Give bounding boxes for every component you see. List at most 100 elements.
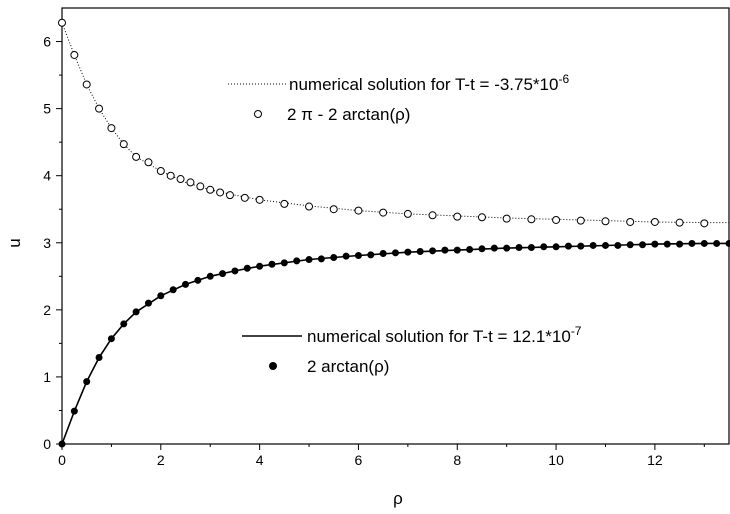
y-tick-label: 4: [43, 168, 51, 184]
filled-data-point: [639, 241, 647, 249]
filled-data-point: [70, 407, 78, 415]
open-data-point: [255, 195, 264, 204]
y-tick-label: 2: [43, 302, 51, 318]
filled-data-point: [626, 241, 634, 249]
legend-solid-line-label-exponent: -7: [571, 324, 582, 338]
open-data-point: [527, 215, 536, 224]
x-tick-label: 6: [355, 452, 363, 468]
filled-data-point: [169, 286, 177, 294]
x-axis-title: ρ: [393, 489, 403, 508]
filled-data-point: [601, 241, 609, 249]
open-data-point: [196, 182, 205, 191]
filled-data-point: [589, 241, 597, 249]
open-data-point: [700, 219, 709, 228]
open-data-point: [305, 202, 314, 211]
filled-data-point: [540, 243, 548, 251]
y-tick-label: 6: [43, 34, 51, 50]
filled-data-point: [700, 239, 708, 247]
open-data-point: [240, 193, 249, 202]
filled-data-point: [231, 267, 239, 275]
open-data-point: [280, 199, 289, 208]
open-data-point: [186, 178, 195, 187]
legend-upper: numerical solution for T-t = -3.75*10-6 …: [228, 72, 569, 124]
filled-data-point: [219, 270, 227, 278]
filled-data-point: [107, 335, 115, 343]
y-axis-title: u: [5, 238, 24, 247]
open-data-point: [502, 214, 511, 223]
filled-data-point: [441, 246, 449, 254]
filled-data-point: [194, 276, 202, 284]
open-data-point: [552, 215, 561, 224]
filled-data-point: [688, 239, 696, 247]
filled-data-point: [379, 250, 387, 258]
open-data-point: [601, 217, 610, 226]
axes: [61, 7, 730, 445]
series-2: [58, 18, 709, 228]
open-data-point: [675, 218, 684, 227]
filled-data-point: [490, 244, 498, 252]
filled-data-point: [243, 264, 251, 272]
open-data-point: [477, 213, 486, 222]
filled-data-point: [713, 239, 721, 247]
open-data-point: [225, 191, 234, 200]
legend-dotted-line-label: numerical solution for T-t = -3.75*10-6: [289, 72, 569, 94]
x-tick-label: 10: [548, 452, 564, 468]
open-data-point: [132, 152, 141, 161]
y-tick-label: 3: [43, 235, 51, 251]
filled-data-point: [330, 254, 338, 262]
filled-data-point: [280, 259, 288, 267]
open-data-point: [216, 188, 225, 197]
open-data-point: [650, 217, 659, 226]
open-data-point: [58, 18, 66, 27]
x-tick-label: 0: [58, 452, 66, 468]
open-data-point: [576, 216, 585, 225]
filled-data-point: [676, 240, 684, 248]
filled-data-point: [354, 252, 362, 260]
open-data-point: [144, 158, 153, 167]
filled-data-point: [725, 239, 730, 247]
filled-data-point: [120, 320, 128, 328]
legend-lower: numerical solution for T-t = 12.1*10-7 2…: [242, 324, 582, 376]
filled-data-point: [342, 252, 350, 260]
open-data-point: [403, 209, 412, 218]
legend-filled-circle-marker: [269, 362, 277, 370]
filled-data-point: [564, 242, 572, 250]
legend-dotted-line-label-text: numerical solution for T-t = -3.75*10: [289, 75, 558, 94]
filled-data-point: [527, 243, 535, 251]
open-data-point: [95, 104, 104, 113]
open-data-point: [82, 80, 91, 89]
x-tick-label: 8: [453, 452, 461, 468]
open-data-point: [329, 205, 338, 214]
filled-data-point: [95, 353, 103, 361]
filled-data-point: [367, 251, 375, 259]
open-data-point: [354, 206, 363, 215]
filled-data-point: [429, 247, 437, 255]
legend-open-circle-marker: [254, 110, 262, 118]
filled-data-point: [182, 280, 190, 288]
open-data-point: [107, 124, 116, 133]
filled-data-point: [552, 243, 560, 251]
y-tick-label: 5: [43, 101, 51, 117]
open-data-point: [156, 166, 165, 175]
x-tick-label: 4: [256, 452, 264, 468]
open-data-point: [428, 211, 437, 220]
filled-data-point: [503, 244, 511, 252]
open-data-point: [453, 212, 462, 221]
open-data-point: [176, 175, 185, 184]
series-4: [58, 239, 730, 448]
open-data-point: [379, 208, 388, 217]
filled-data-point: [58, 440, 66, 448]
filled-data-point: [305, 256, 313, 264]
series-layer: [58, 18, 730, 448]
filled-data-point: [453, 246, 461, 254]
filled-data-point: [206, 272, 214, 280]
open-data-point: [206, 185, 215, 194]
filled-data-point: [293, 257, 301, 265]
filled-data-point: [392, 249, 399, 257]
filled-data-point: [268, 260, 276, 268]
legend-solid-line-label: numerical solution for T-t = 12.1*10-7: [307, 324, 582, 346]
x-tick-label: 12: [647, 452, 663, 468]
legend-filled-circle-label: 2 arctan(ρ): [307, 357, 389, 376]
